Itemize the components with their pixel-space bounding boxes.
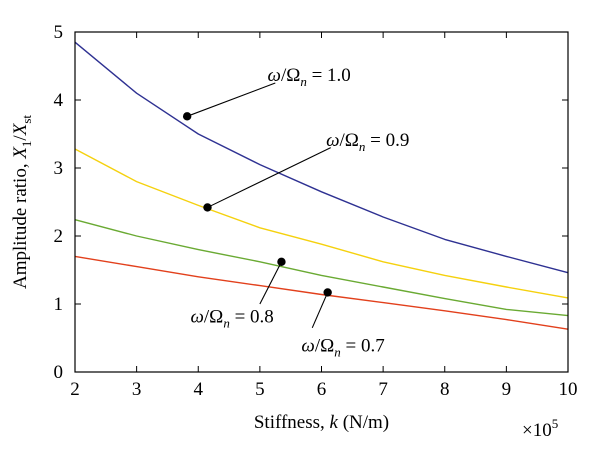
x-tick-label: 7 — [378, 379, 388, 400]
annotation-label: ω/Ωn = 0.8 — [190, 306, 273, 330]
y-tick-label: 2 — [54, 226, 64, 247]
series-line-1 — [74, 41, 569, 274]
y-tick-label: 5 — [54, 22, 64, 43]
x-tick-label: 10 — [559, 379, 578, 400]
leader-line — [207, 147, 331, 208]
annotation-marker — [182, 112, 192, 121]
series-line-2 — [74, 148, 569, 299]
y-tick-label: 3 — [54, 158, 64, 179]
y-tick-label: 4 — [54, 90, 64, 111]
series-lines — [74, 41, 569, 330]
leader-line — [311, 292, 329, 329]
x-axis-title: Stiffness, k (N/m) — [254, 412, 389, 433]
x-tick-label: 4 — [194, 379, 204, 400]
annotation-label: ω/Ωn = 0.9 — [326, 130, 409, 154]
x-tick-label: 6 — [317, 379, 327, 400]
annotation-leaders — [186, 82, 331, 329]
y-tick-label: 1 — [54, 294, 64, 315]
x-tick-label: 5 — [255, 379, 265, 400]
x-axis-multiplier: ×105 — [522, 416, 558, 441]
annotation-label: ω/Ωn = 1.0 — [268, 65, 351, 89]
y-axis-title: Amplitude ratio, X1/Xst — [10, 115, 34, 289]
annotation-marker — [277, 257, 286, 267]
annotation-labels: ω/Ωn = 1.0 ω/Ωn = 0.9 ω/Ωn = 0.8 ω/Ωn = 0.7 — [190, 65, 409, 360]
x-tick-label: 9 — [502, 379, 512, 400]
x-tick-label: 3 — [132, 379, 142, 400]
annotation-label: ω/Ωn = 0.7 — [301, 336, 384, 360]
series-line-3 — [74, 219, 569, 317]
annotation-marker — [323, 288, 332, 297]
leader-line — [259, 261, 282, 305]
axis-ticks — [74, 31, 569, 373]
annotation-marker — [203, 203, 212, 212]
annotation-markers — [182, 112, 332, 297]
x-tick-label: 2 — [70, 379, 80, 400]
x-tick-labels: 2 3 4 5 6 7 8 9 10 — [70, 379, 577, 400]
series-line-4 — [74, 255, 569, 330]
y-tick-labels: 0 1 2 3 4 5 — [54, 22, 64, 383]
x-tick-label: 8 — [440, 379, 450, 400]
y-tick-label: 0 — [54, 362, 64, 383]
leader-line — [186, 82, 276, 117]
